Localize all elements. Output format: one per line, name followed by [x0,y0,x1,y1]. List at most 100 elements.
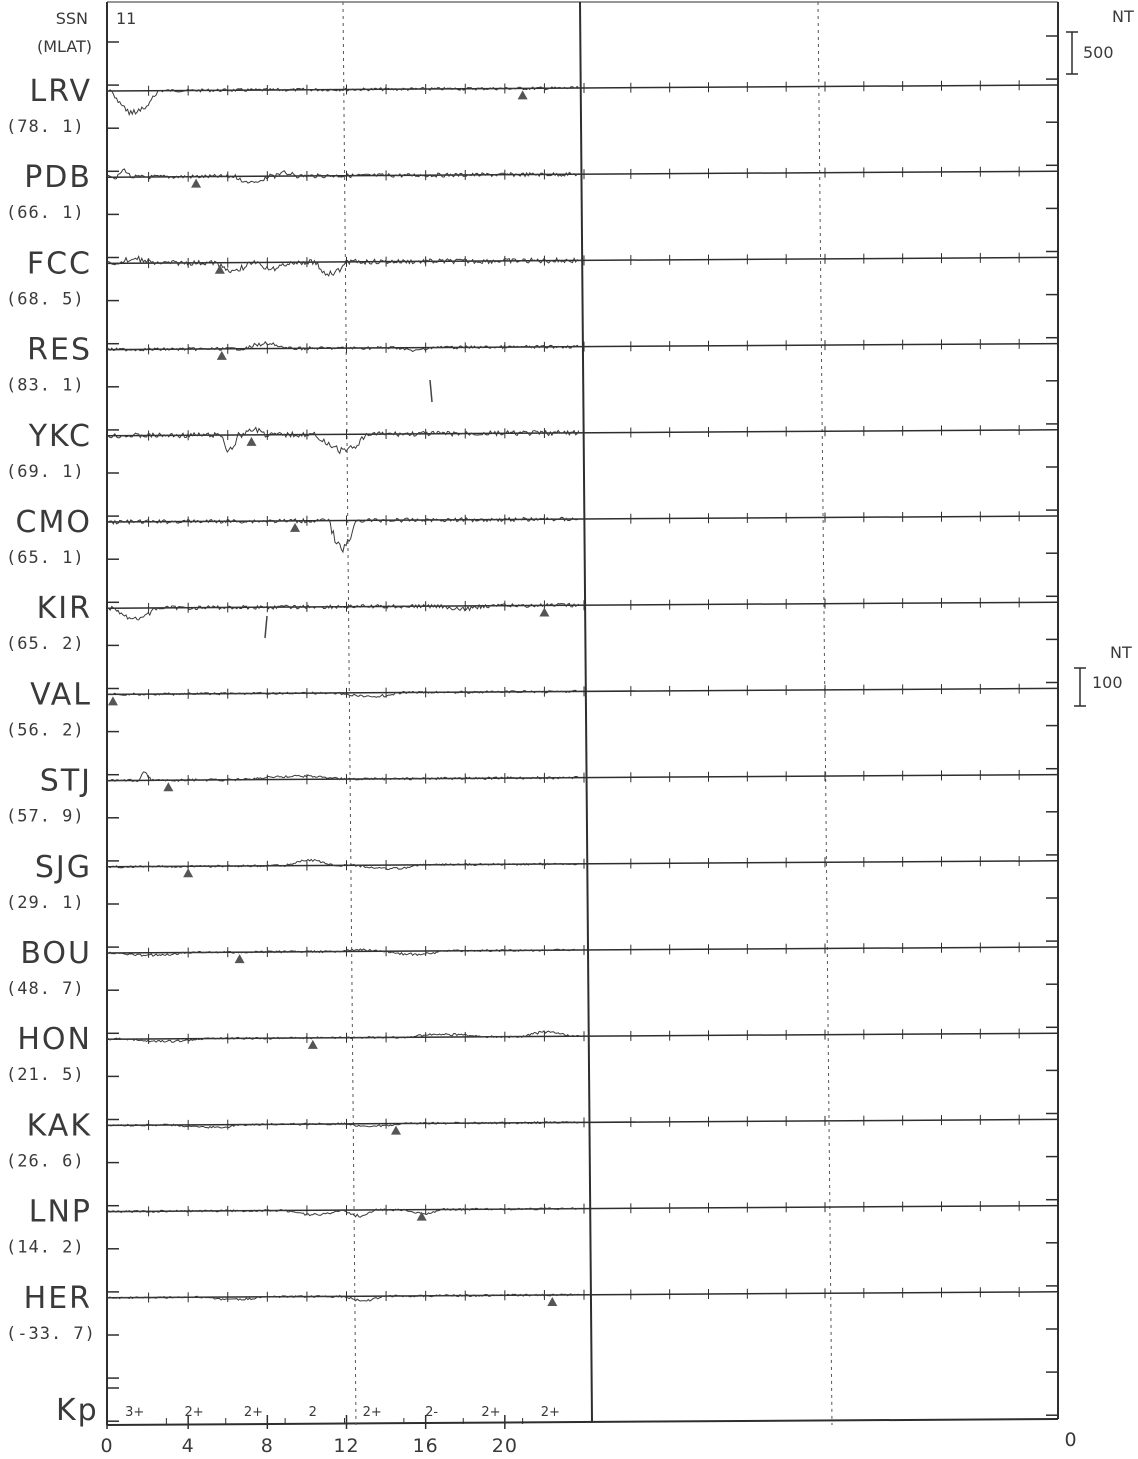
local-midnight-marker [290,522,301,532]
kp-value: 2+ [363,1405,382,1420]
station-trace [106,168,580,184]
station-baseline [106,84,1059,92]
station-code-her: HER [24,1281,92,1316]
station-row-her [106,1287,1059,1306]
station-code-pdb: PDB [24,160,92,195]
station-mlat-ykc: (69. 1) [6,462,85,482]
x-tick-label: 20 [492,1435,518,1457]
station-mlat-fcc: (68. 5) [6,289,85,309]
kp-value: 2+ [184,1405,203,1420]
noon-gridline-2 [817,1,833,1426]
station-trace [106,948,580,957]
local-midnight-marker [539,607,550,617]
kp-value: 2+ [481,1405,500,1420]
station-mlat-val: (56. 2) [6,720,85,740]
local-midnight-marker [307,1039,318,1049]
station-trace [106,516,580,554]
kp-value: 2+ [244,1405,263,1420]
station-code-res: RES [27,333,92,368]
station-code-lnp: LNP [29,1195,92,1230]
station-row-fcc [106,252,1059,277]
station-row-stj [106,769,1059,792]
station-trace [106,1030,579,1043]
station-row-val [106,683,1059,706]
kp-value: 2+ [541,1405,560,1420]
noon-gridline-1 [342,1,357,1426]
station-baseline [106,170,1059,178]
station-code-ykc: YKC [28,419,92,454]
station-row-hon [106,1028,1059,1049]
scale-100-unit: NT [1110,643,1132,662]
day-separator [579,1,593,1423]
kp-label: Kp [56,1393,99,1428]
station-mlat-cmo: (65. 1) [6,548,85,568]
x-tick-label: 16 [413,1435,439,1457]
local-midnight-marker [183,868,194,878]
station-trace [106,689,579,698]
station-code-kak: KAK [27,1108,92,1143]
mlat-label: (MLAT) [37,37,92,56]
station-code-lrv: LRV [30,74,92,109]
station-mlat-lnp: (14. 2) [6,1238,85,1258]
x-tick-label-right: 0 [1064,1429,1077,1451]
station-mlat-sjg: (29. 1) [6,893,85,913]
local-midnight-marker [517,90,528,100]
scale-bar-100 [1074,667,1086,707]
station-traces [106,80,1059,1306]
local-midnight-marker [547,1296,558,1306]
local-midnight-marker [216,350,227,360]
pen-mark [429,379,433,403]
station-row-sjg [106,856,1059,878]
station-trace [106,255,580,277]
station-baseline [106,1291,1059,1299]
local-midnight-marker [390,1125,401,1135]
x-tick-label: 8 [261,1435,274,1457]
kp-value: 2- [425,1405,438,1420]
station-trace [106,858,580,871]
station-row-bou [106,942,1059,964]
station-labels: 0 4 8 12 16 20 0 LRV (78. 1) PDB (66. 1) FCC (68. 5)… [6,74,1077,1457]
station-trace [106,340,580,353]
station-mlat-res: (83. 1) [6,376,85,396]
station-mlat-stj: (57. 9) [6,807,85,827]
x-tick-label: 0 [100,1435,113,1457]
kp-value: 2 [309,1405,317,1420]
station-mlat-hon: (21. 5) [6,1065,85,1085]
station-row-kir [106,597,1059,621]
x-tick-label: 4 [182,1435,195,1457]
station-mlat-lrv: (78. 1) [6,117,85,137]
chart-frame [106,1,1086,1429]
station-baseline [106,773,1059,782]
scale-100-value: 100 [1092,673,1123,692]
station-row-kak [106,1114,1059,1135]
station-baseline [106,429,1059,437]
day-label: 11 [116,9,136,28]
station-code-val: VAL [30,677,92,712]
station-trace [106,426,580,455]
scale-bar-500 [1066,31,1078,75]
station-row-lnp [106,1200,1059,1221]
local-midnight-marker [234,954,245,964]
station-trace [106,1120,580,1129]
scale-500-value: 500 [1083,43,1114,62]
kp-value: 3+ [125,1405,144,1420]
local-midnight-marker [246,436,257,446]
station-trace [106,1293,579,1302]
station-mlat-kak: (26. 6) [6,1151,85,1171]
ssn-label: SSN [56,9,88,28]
station-code-kir: KIR [37,591,92,626]
x-tick-label: 12 [333,1435,359,1457]
pen-mark [264,615,268,639]
station-baseline [106,860,1059,868]
scale-500-unit: NT [1112,7,1134,26]
local-midnight-marker [214,264,225,274]
station-baseline [106,1032,1059,1040]
station-row-lrv [106,80,1059,117]
station-mlat-pdb: (66. 1) [6,203,85,223]
station-row-pdb [106,166,1059,188]
station-baseline [106,1204,1059,1213]
station-trace [106,602,580,621]
station-mlat-bou: (48. 7) [6,979,85,999]
station-trace [106,771,580,783]
